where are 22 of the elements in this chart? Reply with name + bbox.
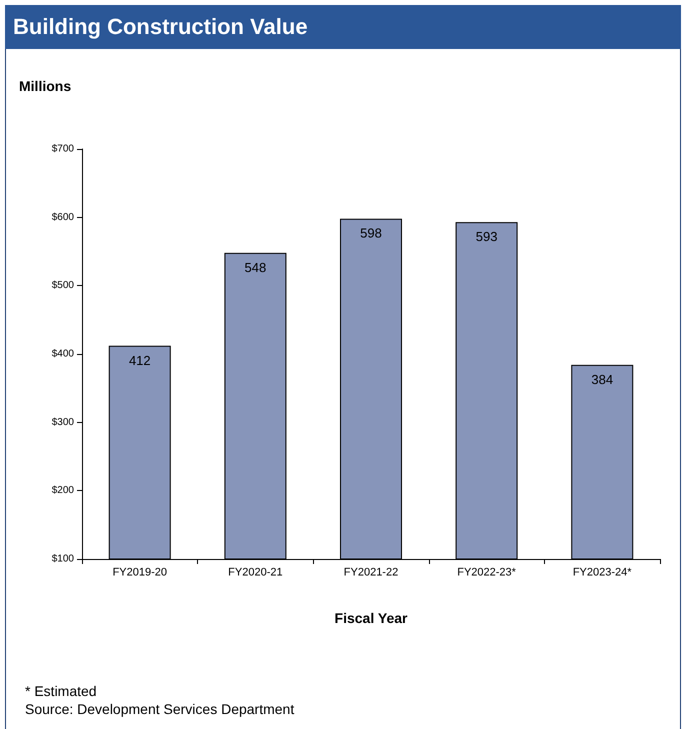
text: * Estimated	[25, 682, 98, 700]
x-tick-label: FY2020-21	[228, 566, 283, 578]
x-tick-label: FY2023-24*	[572, 566, 632, 578]
y-axis-title: Millions	[19, 78, 72, 94]
y-tick-label: $400	[52, 348, 74, 360]
y-tick-label: $700	[52, 144, 74, 154]
data-label: 548	[244, 260, 266, 275]
data-label: 384	[591, 372, 614, 387]
x-tick-label: FY2022-23*	[457, 566, 517, 578]
x-tick-label: FY2019-20	[112, 566, 168, 578]
chart-title: Building Construction Value	[5, 5, 681, 49]
y-tick-label: $200	[52, 485, 74, 496]
data-label: 598	[360, 226, 382, 241]
x-tick-label: FY2021-22	[344, 566, 398, 578]
y-tick-label: $600	[52, 212, 74, 223]
data-label: 593	[476, 229, 498, 244]
y-tick-label: $100	[52, 554, 74, 564]
data-label: 412	[128, 352, 151, 368]
y-tick-label: $300	[52, 416, 74, 428]
y-tick-label: $500	[52, 280, 74, 292]
source-note: Source: Development Services Department	[25, 700, 294, 718]
x-axis-title: Fiscal Year	[334, 610, 408, 626]
